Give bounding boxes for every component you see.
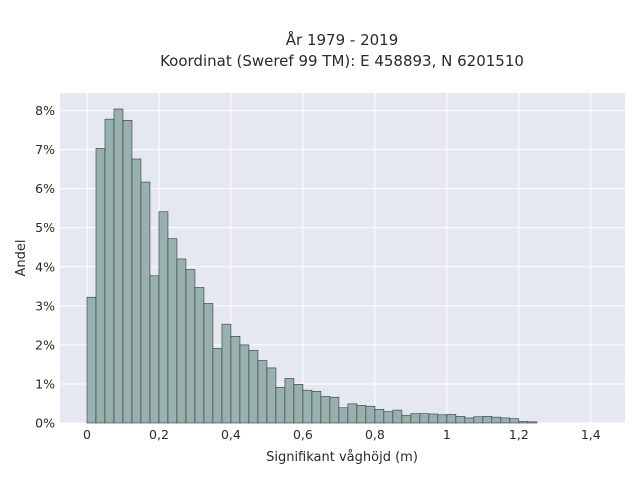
- histogram-bar: [302, 389, 313, 424]
- y-tick-label: 0%: [35, 416, 55, 431]
- histogram-bar: [176, 258, 187, 424]
- x-tick-label: 1,4: [581, 427, 601, 442]
- histogram-bar: [113, 108, 124, 424]
- y-tick-label: 1%: [35, 376, 55, 391]
- histogram-bar: [239, 344, 250, 424]
- x-tick-label: 1: [443, 427, 451, 442]
- histogram-bar: [320, 396, 331, 424]
- y-tick-label: 3%: [35, 298, 55, 313]
- histogram-bar: [401, 414, 412, 424]
- histogram-bar: [122, 120, 133, 424]
- histogram-bar: [167, 238, 178, 424]
- y-tick-label: 5%: [35, 220, 55, 235]
- histogram-bar: [194, 287, 205, 424]
- histogram-bar: [518, 421, 529, 424]
- x-tick-label: 0,2: [149, 427, 169, 442]
- y-tick-labels: 0% 1% 2% 3% 4% 5% 6% 7% 8%: [35, 103, 55, 430]
- y-tick-label: 8%: [35, 103, 55, 118]
- histogram-bar: [473, 416, 484, 424]
- histogram-bar: [257, 360, 268, 424]
- y-tick-label: 7%: [35, 142, 55, 157]
- histogram-bar: [347, 403, 358, 424]
- histogram-bar: [266, 367, 277, 424]
- histogram-bar: [527, 421, 538, 424]
- chart-title: År 1979 - 2019: [286, 30, 399, 49]
- y-axis-title: Andel: [14, 240, 29, 277]
- histogram-bar: [311, 391, 322, 424]
- histogram-bar: [374, 409, 385, 424]
- histogram-bar: [95, 148, 106, 424]
- histogram-bar: [419, 413, 430, 424]
- histogram-bar: [464, 417, 475, 424]
- histogram-bar: [293, 384, 304, 424]
- x-tick-label: 0: [83, 427, 91, 442]
- x-tick-label: 0,6: [293, 427, 313, 442]
- histogram-bar: [104, 118, 115, 424]
- histogram-bar: [338, 407, 349, 424]
- histogram-bar: [230, 336, 241, 424]
- chart-subtitle: Koordinat (Sweref 99 TM): E 458893, N 62…: [160, 52, 524, 70]
- histogram-bar: [446, 414, 457, 424]
- histogram-bar: [482, 416, 493, 424]
- histogram-bar: [509, 418, 520, 424]
- histogram-bar: [500, 417, 511, 424]
- histogram-bar: [158, 211, 169, 424]
- histogram-bar: [185, 269, 196, 424]
- histogram-bar: [140, 181, 151, 424]
- histogram-bar: [284, 378, 295, 424]
- histogram-bar: [329, 396, 340, 424]
- histogram-bars: [86, 108, 538, 424]
- histogram-bar: [356, 405, 367, 424]
- histogram-bar: [455, 416, 466, 424]
- histogram-bar: [131, 158, 142, 424]
- x-tick-label: 0,4: [221, 427, 241, 442]
- histogram-bar: [203, 303, 214, 424]
- histogram-bar: [437, 414, 448, 424]
- y-tick-label: 4%: [35, 259, 55, 274]
- histogram-bar: [365, 405, 376, 424]
- y-tick-label: 2%: [35, 337, 55, 352]
- histogram-bar: [392, 409, 403, 424]
- histogram-bar: [275, 387, 286, 424]
- histogram-bar: [410, 413, 421, 424]
- x-tick-labels: 0 0,2 0,4 0,6 0,8 1 1,2 1,4: [83, 427, 601, 442]
- histogram-bar: [212, 348, 223, 424]
- histogram-bar: [86, 296, 97, 424]
- x-tick-label: 1,2: [509, 427, 529, 442]
- histogram-bar: [248, 350, 259, 424]
- x-tick-label: 0,8: [365, 427, 385, 442]
- y-tick-label: 6%: [35, 181, 55, 196]
- histogram-bar: [149, 275, 160, 424]
- x-axis-title: Signifikant våghöjd (m): [266, 450, 418, 465]
- histogram-bar: [383, 411, 394, 424]
- histogram-bar: [428, 413, 439, 424]
- histogram-bar: [221, 323, 232, 424]
- histogram-bar: [491, 416, 502, 424]
